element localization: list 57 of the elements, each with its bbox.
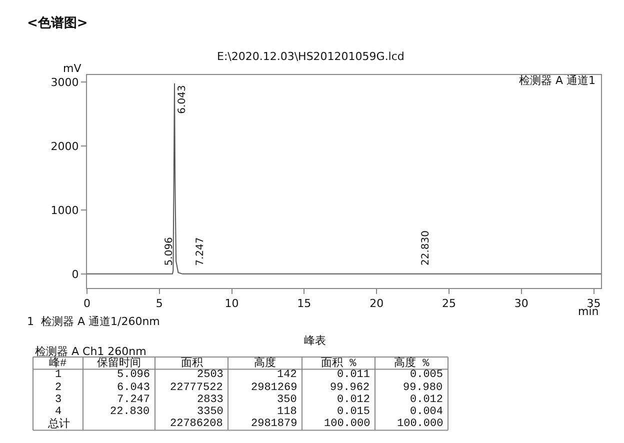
text: 检测器 A Ch1 260nm <box>35 345 146 358</box>
text: 4 <box>55 406 62 418</box>
text: 5.096 <box>117 369 150 381</box>
text: 99.980 <box>403 382 443 394</box>
annotation: 检测器 A 通道1 <box>519 74 596 87</box>
text: 0.011 <box>337 369 370 381</box>
text: 22777522 <box>170 382 223 394</box>
y-axis-title: mV <box>63 62 82 75</box>
text: 2833 <box>197 394 224 406</box>
text: 峰表 <box>304 334 326 347</box>
text: <色谱图> <box>27 15 88 31</box>
x-tick-label: 25 <box>442 297 456 310</box>
text: 2981269 <box>251 382 298 394</box>
text: 6.043 <box>117 382 150 394</box>
annotation: 5.096 <box>164 237 175 266</box>
text: 2981879 <box>251 418 298 430</box>
text: 1 <box>55 369 62 381</box>
text: 0.005 <box>410 369 444 381</box>
y-tick-label: 1000 <box>50 204 79 217</box>
text: 99.962 <box>330 382 370 394</box>
x-tick-label: 10 <box>224 297 239 310</box>
text: 1 检测器 A 通道1/260nm <box>27 315 160 328</box>
text: 100.000 <box>324 418 370 430</box>
chart-title: E:\2020.12.03\HS201201059G.lcd <box>217 50 404 63</box>
x-tick-label: 0 <box>84 297 90 310</box>
text: 高度 <box>254 356 276 370</box>
text: 142 <box>277 369 297 381</box>
text: 7.247 <box>117 394 150 406</box>
y-tick-label: 3000 <box>50 76 79 89</box>
text: 面积 % <box>321 357 357 370</box>
text: 0.015 <box>337 406 370 418</box>
y-tick-label: 2000 <box>50 140 79 153</box>
annotation: 6.043 <box>177 85 188 114</box>
text: 总计 <box>47 417 70 431</box>
text: 3 <box>55 394 62 406</box>
text: 2 <box>55 382 62 394</box>
text: 0.004 <box>410 406 444 418</box>
text: 保留时间 <box>97 356 141 370</box>
text: 3350 <box>197 406 224 418</box>
text: 峰# <box>49 357 67 370</box>
text: 100.000 <box>397 418 444 430</box>
x-tick-label: 5 <box>156 297 163 310</box>
text: 350 <box>277 394 297 406</box>
x-tick-label: 30 <box>514 297 528 310</box>
text: 0.012 <box>337 394 370 406</box>
x-tick-label: 15 <box>297 297 312 310</box>
text: 22.830 <box>110 406 150 418</box>
y-tick-label: 0 <box>72 268 79 281</box>
text: 118 <box>277 406 297 418</box>
text: 22786208 <box>170 418 223 430</box>
annotation: 7.247 <box>195 237 206 266</box>
text: 高度 % <box>394 356 430 370</box>
text: 2503 <box>197 369 224 381</box>
text: 0.012 <box>410 394 444 406</box>
text: 面积 <box>181 357 203 370</box>
annotation: 22.830 <box>420 230 432 266</box>
x-tick-label: 20 <box>370 297 384 310</box>
